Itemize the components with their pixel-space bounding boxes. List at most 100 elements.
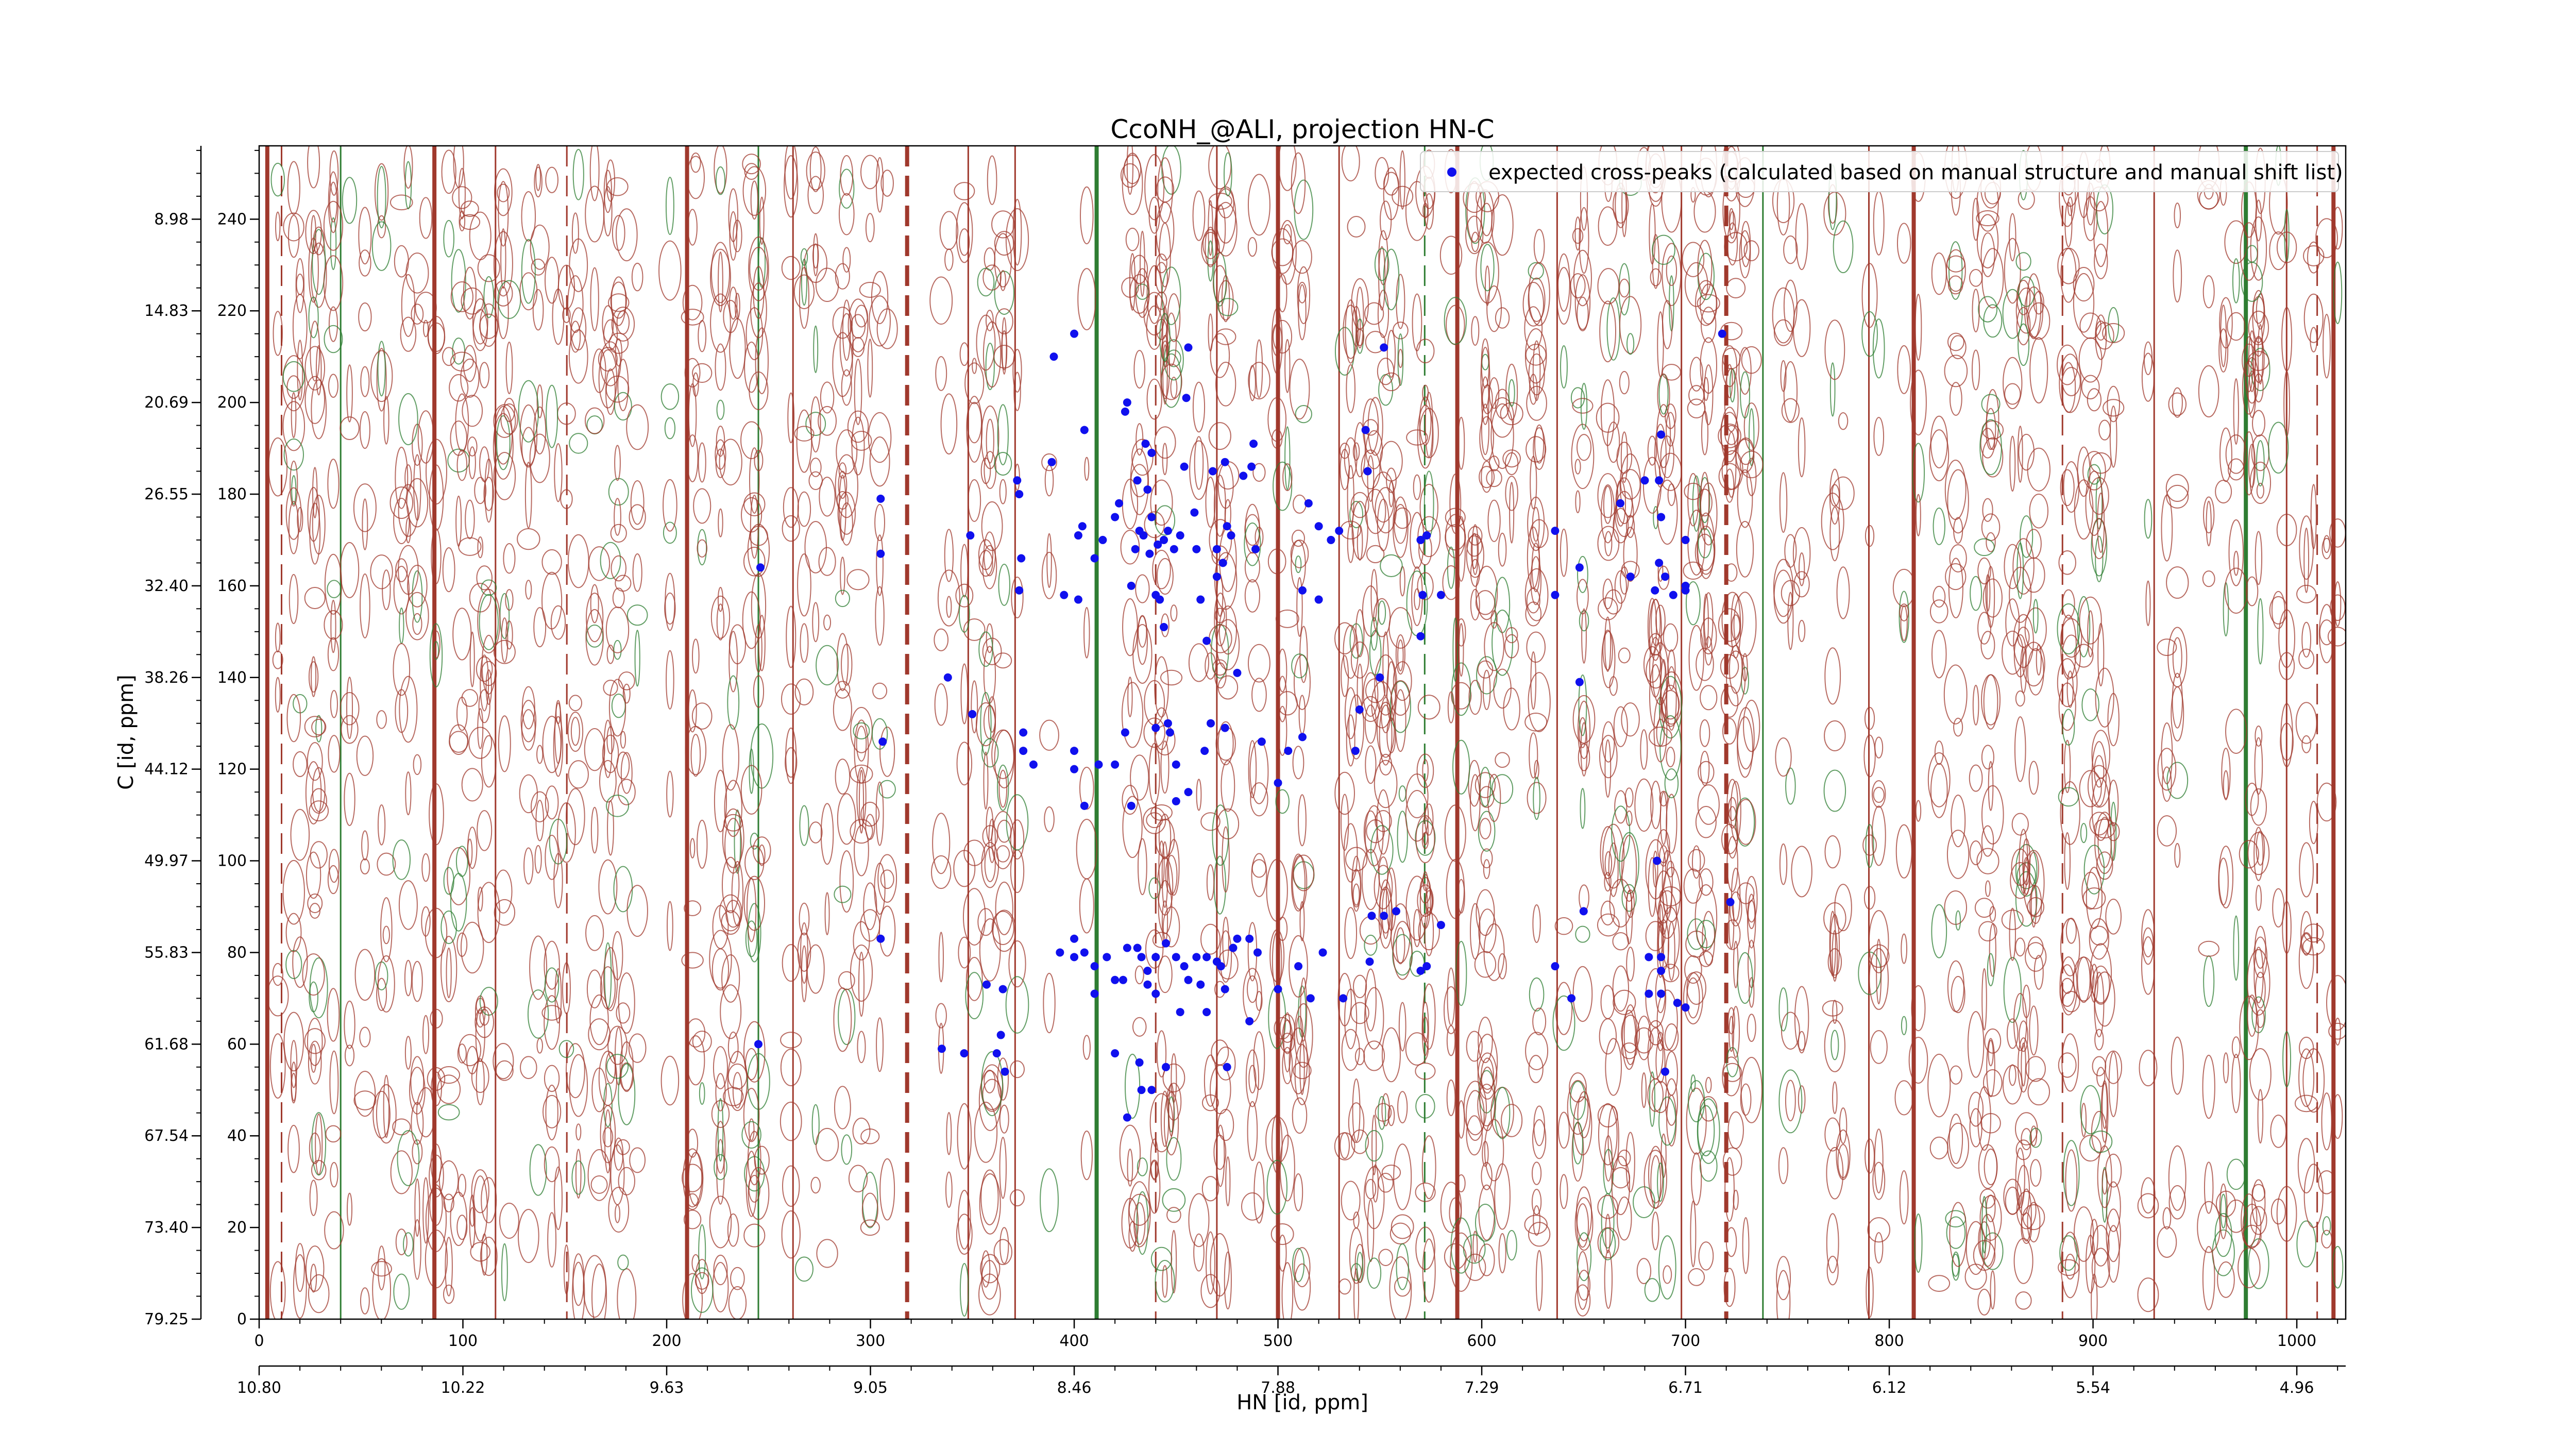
contour-line (447, 847, 471, 905)
contour-line (1779, 843, 1788, 885)
contour-line (1612, 965, 1630, 1012)
contour-line (2233, 915, 2240, 981)
cross-peak-marker (1121, 407, 1129, 416)
contour-line (2013, 992, 2027, 1051)
contour-line (1728, 645, 1743, 694)
contour-line (2018, 433, 2035, 471)
contour-line (2102, 1082, 2108, 1130)
contour-line (497, 286, 509, 340)
contour-line (1534, 424, 1545, 464)
y-axis-ppm: 79.2573.4067.5461.6855.8349.9744.1238.26… (144, 146, 202, 1328)
contour-line (1300, 977, 1308, 1042)
cross-peak-marker (1017, 554, 1026, 563)
x-index-tick-label: 700 (1671, 1332, 1700, 1350)
contour-line (808, 821, 823, 844)
contour-line (411, 961, 423, 1002)
contour-line (956, 742, 973, 786)
contour-line (1699, 951, 1714, 967)
contour-line (470, 1242, 491, 1262)
cross-peak-marker (1019, 747, 1028, 755)
contour-line (1604, 531, 1613, 557)
contour-line (1826, 1256, 1839, 1286)
contour-line (1363, 1040, 1385, 1071)
contour-line (1476, 241, 1499, 304)
contour-line (1604, 1250, 1613, 1309)
contour-line (441, 149, 456, 194)
contour-line (283, 1012, 304, 1072)
cross-peak-marker (1616, 499, 1624, 508)
contour-line (1951, 794, 1966, 848)
contour-line (1458, 1100, 1465, 1139)
contour-line (1577, 555, 1588, 593)
contour-line (1486, 285, 1502, 332)
contour-line (1291, 540, 1306, 590)
contour-line (272, 650, 283, 669)
contour-line (1979, 1188, 1996, 1209)
contour-line (1657, 920, 1664, 978)
contour-line (784, 155, 799, 218)
contour-line (663, 521, 677, 544)
contour-line (690, 153, 701, 173)
contour-line (371, 1261, 392, 1277)
contour-line (1899, 1170, 1909, 1225)
contour-line (1656, 479, 1678, 545)
contour-line (2322, 1216, 2331, 1236)
contour-line (1503, 687, 1520, 731)
contour-line (1366, 545, 1385, 564)
contour-line (406, 478, 429, 528)
contour-line (1916, 494, 1921, 536)
contour-line (346, 364, 353, 423)
y-ppm-tick-label: 20.69 (144, 394, 189, 412)
contour-line (837, 793, 856, 845)
contour-line (1724, 232, 1748, 262)
cross-peak-marker (982, 980, 991, 989)
cross-peak-marker (1216, 962, 1225, 971)
contour-line (457, 1043, 467, 1064)
cross-peak-marker (1239, 471, 1248, 480)
contour-line (851, 431, 872, 451)
contour-line (353, 1090, 377, 1110)
contour-line (1644, 1278, 1660, 1302)
contour-line (1989, 923, 1996, 977)
contour-line (2097, 817, 2112, 868)
contour-line (1440, 1182, 1462, 1233)
contour-line (1985, 574, 1991, 612)
contour-line (968, 479, 981, 522)
contour-line (1392, 921, 1413, 980)
contour-line (1686, 1087, 1707, 1155)
contour-line (750, 180, 758, 220)
contour-line (1444, 297, 1467, 345)
contour-line (2015, 1291, 2032, 1310)
contour-line (1371, 681, 1393, 729)
contour-line (2297, 1138, 2315, 1193)
contour-line (1424, 803, 1434, 836)
contour-line (1721, 407, 1739, 463)
contour-line (2105, 1050, 2123, 1084)
contour-line (1579, 207, 1589, 274)
cross-peak-marker (1298, 733, 1307, 742)
contour-line (456, 449, 468, 481)
contour-line (2161, 722, 2173, 785)
contour-line (875, 586, 885, 646)
contour-line (1346, 714, 1355, 767)
contour-line (1736, 520, 1754, 578)
contour-line (2253, 373, 2264, 402)
contour-line (575, 1123, 582, 1141)
contour-line (494, 869, 513, 914)
contour-line (290, 808, 310, 861)
contour-line (2013, 1238, 2033, 1284)
contour-line (1354, 422, 1366, 478)
contour-line (982, 1079, 1002, 1110)
contour-line (2137, 1277, 2159, 1312)
contour-line (330, 599, 336, 653)
contour-line (1703, 592, 1714, 648)
contour-line (1619, 453, 1641, 518)
contour-line (429, 464, 444, 531)
contour-line (287, 1124, 300, 1173)
contour-line (2157, 638, 2177, 656)
contour-line (694, 1272, 709, 1290)
contour-line (1376, 789, 1391, 855)
contour-line (787, 392, 795, 444)
contour-line (716, 1139, 725, 1205)
contour-line (1446, 1079, 1456, 1117)
